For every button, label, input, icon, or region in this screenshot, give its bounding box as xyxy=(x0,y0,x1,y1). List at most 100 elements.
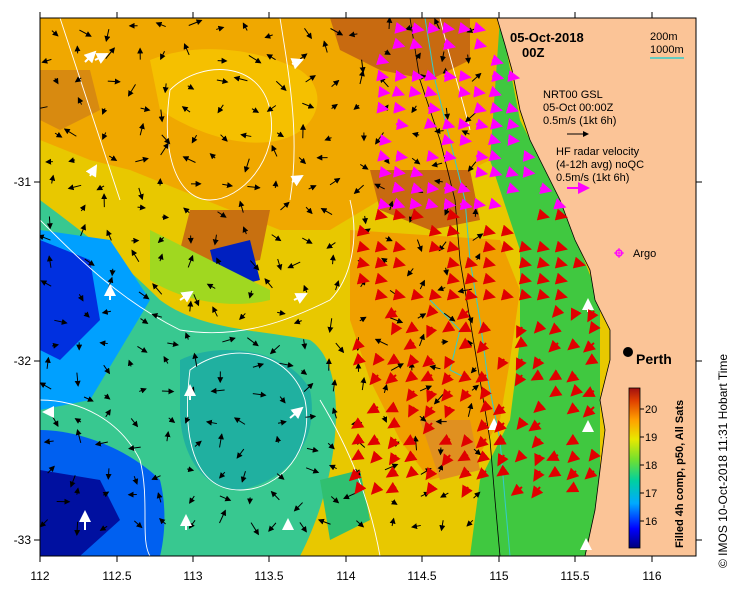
gsl-arrow xyxy=(103,364,111,375)
gsl-arrow xyxy=(305,413,317,420)
gsl-arrow xyxy=(305,206,313,215)
gsl-arrow xyxy=(271,234,282,242)
gsl-arrow xyxy=(194,440,202,447)
argo-marker-cross xyxy=(614,248,624,258)
perth-label: Perth xyxy=(636,351,672,367)
radar-arrow xyxy=(518,272,532,285)
gsl-arrow xyxy=(105,468,112,480)
radar-arrow xyxy=(446,272,460,285)
gsl-arrow xyxy=(103,393,111,400)
radar-arrow xyxy=(379,134,392,146)
radar-arrow xyxy=(497,356,509,370)
gsl-arrow xyxy=(217,433,224,448)
gsl-arrow xyxy=(79,204,86,212)
gsl-arrow xyxy=(219,495,232,502)
gsl-arrow xyxy=(189,495,195,504)
gsl-arrow xyxy=(157,253,164,262)
radar-arrow xyxy=(546,450,560,461)
radar-arrow xyxy=(567,450,581,463)
gsl-arrow xyxy=(382,384,389,393)
radar-arrow xyxy=(583,340,596,353)
gsl-arrow xyxy=(434,127,444,134)
gsl-arrow xyxy=(308,185,317,191)
gsl-arrow xyxy=(299,53,308,60)
gsl-arrow xyxy=(331,379,338,392)
gsl-arrow xyxy=(331,407,338,419)
gsl-arrow xyxy=(411,131,420,138)
drifter-arrow xyxy=(290,174,304,187)
gsl-arrow xyxy=(276,258,283,271)
radar-arrow xyxy=(458,21,472,34)
gsl-arrow xyxy=(164,430,171,442)
gsl-arrow xyxy=(63,128,77,137)
radar-arrow xyxy=(459,198,473,211)
radar-arrow xyxy=(533,468,545,482)
gsl-arrow xyxy=(334,280,340,291)
gsl-arrow xyxy=(40,382,52,390)
x-tick-114-5: 114.5 xyxy=(407,569,436,583)
gsl-arrow xyxy=(188,520,196,529)
radar-legend-title: HF radar velocity xyxy=(556,146,640,158)
gsl-arrow xyxy=(137,345,148,353)
gsl-arrow xyxy=(360,377,367,391)
radar-arrow xyxy=(582,386,596,397)
radar-arrow xyxy=(475,118,489,131)
radar-arrow xyxy=(473,197,487,210)
gsl-arrow xyxy=(419,279,425,290)
gsl-arrow xyxy=(46,255,53,268)
radar-arrow xyxy=(476,467,490,480)
radar-arrow xyxy=(534,452,546,467)
radar-arrow xyxy=(388,452,401,466)
gsl-arrow xyxy=(411,523,421,530)
radar-arrow xyxy=(518,240,532,253)
gsl-arrow xyxy=(411,157,421,165)
gsl-arrow xyxy=(210,387,225,394)
gsl-arrow xyxy=(158,109,165,123)
gsl-arrow xyxy=(242,22,249,31)
radar-arrow xyxy=(457,117,471,130)
gsl-arrow xyxy=(157,236,165,244)
radar-arrow xyxy=(426,389,438,403)
radar-arrow xyxy=(405,465,419,479)
radar-arrow xyxy=(505,102,519,114)
radar-arrow xyxy=(409,38,423,50)
radar-arrow xyxy=(427,102,441,115)
gsl-arrow xyxy=(84,258,95,266)
gsl-arrow xyxy=(152,283,163,295)
gsl-arrow xyxy=(250,522,259,536)
radar-arrow xyxy=(570,307,582,321)
radar-arrow xyxy=(482,256,496,269)
gsl-arrow xyxy=(443,267,449,276)
drifter-arrow xyxy=(289,406,304,420)
radar-arrow xyxy=(489,165,503,178)
radar-arrow xyxy=(464,256,478,269)
gsl-arrow xyxy=(99,340,108,347)
gsl-arrow xyxy=(277,309,286,316)
radar-arrow xyxy=(385,401,399,413)
gsl-arrow xyxy=(276,131,285,138)
gsl-arrow xyxy=(187,83,195,90)
gsl-arrow xyxy=(54,131,63,138)
radar-arrow xyxy=(482,240,496,253)
radar-arrow xyxy=(510,483,524,496)
gsl-arrow xyxy=(69,475,76,488)
gsl-arrow xyxy=(127,359,134,367)
gsl-arrow xyxy=(327,442,335,450)
radar-arrow xyxy=(377,149,391,162)
gsl-arrow xyxy=(275,435,282,443)
gsl-arrow xyxy=(264,278,273,289)
radar-arrow xyxy=(476,340,490,354)
gsl-arrow xyxy=(216,25,225,32)
drifter-arrow xyxy=(179,290,194,303)
radar-arrow xyxy=(387,416,401,429)
radar-arrow xyxy=(422,354,436,368)
radar-arrow xyxy=(443,182,457,195)
x-tick-114: 114 xyxy=(336,569,355,583)
gsl-arrow xyxy=(74,372,81,387)
radar-arrow xyxy=(442,320,456,333)
radar-arrow xyxy=(404,450,418,463)
gsl-arrow xyxy=(239,313,246,320)
radar-arrow xyxy=(442,21,455,34)
gsl-arrow xyxy=(102,132,108,140)
gsl-arrow xyxy=(390,499,398,505)
